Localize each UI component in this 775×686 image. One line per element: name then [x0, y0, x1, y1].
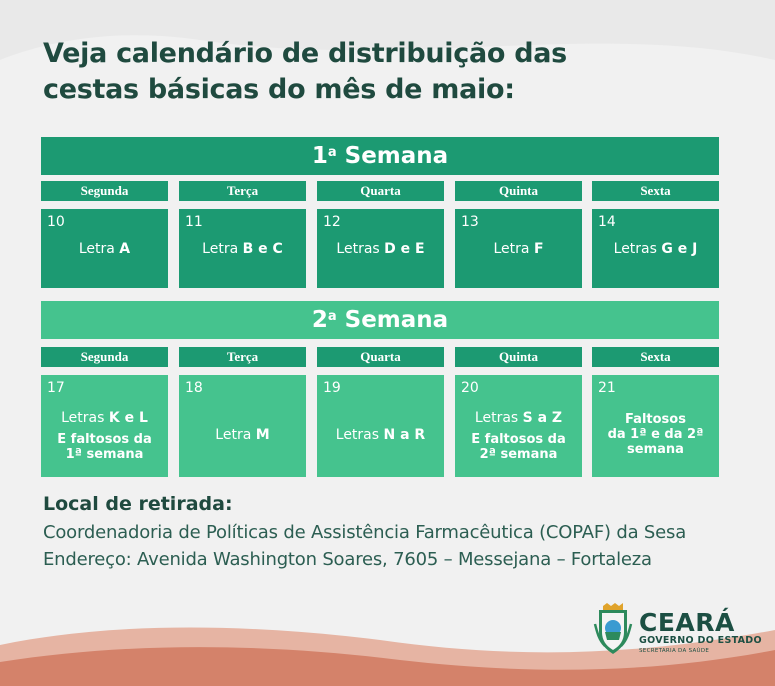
day-letters-value: F — [533, 241, 544, 257]
week-1-ordinal-sup: a — [327, 144, 337, 160]
day-letters: Letras S a Z — [455, 410, 582, 426]
day-letters: Letra A — [41, 241, 168, 257]
day-absentees-note: Faltosos da 1ª e da 2ª semana — [592, 412, 719, 457]
day-letters: Letras N a R — [317, 427, 444, 443]
day-number: 14 — [598, 214, 616, 230]
day-number: 10 — [47, 214, 65, 230]
ceara-coat-of-arms-icon — [593, 603, 633, 654]
day-cell-21: 21 Faltosos da 1ª e da 2ª semana — [592, 375, 719, 477]
day-number: 13 — [461, 214, 479, 230]
day-cell-13: 13 Letra F — [455, 209, 582, 288]
day-absentees-line: 2ª semana — [479, 447, 558, 462]
day-absentees-note: E faltosos da 1ª semana — [41, 432, 168, 462]
day-cell-17: 17 Letras K e L E faltosos da 1ª semana — [41, 375, 168, 477]
day-cell-10: 10 Letra A — [41, 209, 168, 288]
day-letters-prefix: Letra — [78, 241, 120, 257]
day-label-terça: Terça — [179, 347, 306, 367]
day-absentees-note: E faltosos da 2ª semana — [455, 432, 582, 462]
day-absentees-line: E faltosos da — [57, 432, 152, 447]
week-2-ordinal-sup: a — [327, 308, 337, 324]
day-absentees-line: E faltosos da — [471, 432, 566, 447]
day-letters: Letra M — [179, 427, 306, 443]
day-number: 21 — [598, 380, 616, 396]
week-2-label: Semana — [344, 307, 449, 333]
day-cell-19: 19 Letras N a R — [317, 375, 444, 477]
week-1-label: Semana — [344, 143, 449, 169]
day-letters-prefix: Letras — [61, 410, 109, 426]
logo-secretariat: SECRETARIA DA SAÚDE — [639, 648, 710, 654]
day-label-segunda: Segunda — [41, 347, 168, 367]
day-number: 17 — [47, 380, 65, 396]
day-number: 12 — [323, 214, 341, 230]
day-letters-prefix: Letra — [493, 241, 534, 257]
day-number: 18 — [185, 380, 203, 396]
day-letters-prefix: Letras — [613, 241, 662, 257]
day-letters-value: D e E — [384, 241, 425, 257]
day-label-sexta: Sexta — [592, 181, 719, 201]
day-cell-20: 20 Letras S a Z E faltosos da 2ª semana — [455, 375, 582, 477]
day-number: 11 — [185, 214, 203, 230]
day-letters: Letras D e E — [317, 241, 444, 257]
day-label-segunda: Segunda — [41, 181, 168, 201]
logo-name: CEARÁ — [639, 608, 735, 637]
day-letters-value: K e L — [108, 410, 148, 426]
day-letters: Letras K e L — [41, 410, 168, 426]
logo-government: GOVERNO DO ESTADO — [639, 635, 762, 646]
day-cell-11: 11 Letra B e C — [179, 209, 306, 288]
day-number: 19 — [323, 380, 341, 396]
day-letters-prefix: Letra — [215, 427, 256, 443]
page-title: Veja calendário de distribuição das cest… — [43, 36, 643, 108]
day-cell-14: 14 Letras G e J — [592, 209, 719, 288]
day-letters: Letra B e C — [179, 241, 306, 257]
pickup-location-agency: Coordenadoria de Políticas de Assistênci… — [43, 522, 687, 543]
day-letters-value: B e C — [242, 241, 283, 257]
day-letters-prefix: Letras — [474, 410, 523, 426]
pickup-location: Local de retirada: Coordenadoria de Polí… — [43, 493, 686, 573]
week-1-ordinal: 1 — [311, 143, 328, 169]
day-letters: Letras G e J — [592, 241, 719, 257]
day-letters-value: M — [255, 427, 270, 443]
day-label-quarta: Quarta — [317, 181, 444, 201]
day-absentees-line: 1ª semana — [65, 447, 144, 462]
title-line-2: cestas básicas do mês de maio: — [43, 74, 515, 105]
day-letters-value: S a Z — [522, 410, 563, 426]
day-absentees-line: da 1ª e da 2ª — [607, 427, 704, 442]
day-letters: Letra F — [455, 241, 582, 257]
day-letters-prefix: Letra — [202, 241, 243, 257]
day-letters-value: A — [119, 241, 131, 257]
day-letters-prefix: Letras — [335, 427, 384, 443]
day-number: 20 — [461, 380, 479, 396]
day-label-quinta: Quinta — [455, 181, 582, 201]
day-label-quarta: Quarta — [317, 347, 444, 367]
day-label-terça: Terça — [179, 181, 306, 201]
week-2-ordinal: 2 — [311, 307, 328, 333]
pickup-location-title: Local de retirada: — [43, 493, 233, 515]
day-cell-12: 12 Letras D e E — [317, 209, 444, 288]
day-letters-prefix: Letras — [336, 241, 385, 257]
pickup-location-address: Endereço: Avenida Washington Soares, 760… — [43, 549, 652, 570]
ceara-logo: CEARÁ GOVERNO DO ESTADO SECRETARIA DA SA… — [593, 602, 763, 662]
day-label-quinta: Quinta — [455, 347, 582, 367]
title-line-1: Veja calendário de distribuição das — [43, 38, 567, 69]
day-absentees-line: Faltosos — [625, 412, 686, 427]
day-absentees-line: semana — [627, 442, 684, 457]
day-letters-value: G e J — [661, 241, 698, 257]
day-letters-value: N a R — [383, 427, 426, 443]
day-cell-18: 18 Letra M — [179, 375, 306, 477]
day-label-sexta: Sexta — [592, 347, 719, 367]
